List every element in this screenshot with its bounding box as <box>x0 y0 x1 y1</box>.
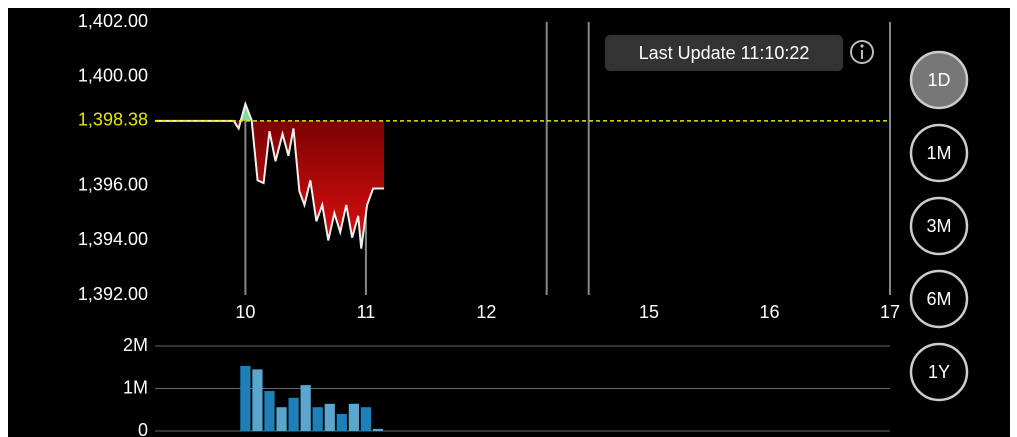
volume-bar <box>372 428 384 431</box>
volume-bar <box>324 403 335 431</box>
x-tick-label: 17 <box>880 302 900 322</box>
y-tick-label: 1,400.00 <box>78 65 148 85</box>
background <box>8 8 1010 437</box>
volume-tick-label: 0 <box>138 420 148 437</box>
volume-tick-label: 1M <box>123 377 148 397</box>
range-button[interactable] <box>909 342 969 402</box>
volume-bar <box>348 403 359 431</box>
x-tick-label: 10 <box>235 302 255 322</box>
y-tick-label: 1,392.00 <box>78 284 148 304</box>
last-update: Last Update 11:10:22 <box>639 43 810 63</box>
info-icon[interactable] <box>850 40 874 64</box>
x-tick-label: 11 <box>357 302 376 322</box>
range-button-label[interactable]: 6M <box>926 289 951 309</box>
volume-bar <box>264 391 275 431</box>
x-tick-label: 16 <box>759 302 779 322</box>
volume-bar <box>252 369 263 431</box>
volume-bar <box>300 385 311 431</box>
volume-bar <box>288 397 299 431</box>
range-button[interactable] <box>909 196 969 256</box>
price-line <box>155 100 385 249</box>
range-button[interactable] <box>909 269 969 329</box>
x-tick-label: 12 <box>476 302 496 322</box>
reference-label: 1,398.38 <box>78 110 148 130</box>
volume-bar <box>312 407 323 431</box>
volume-bar <box>240 365 251 431</box>
range-button-label[interactable]: 1Y <box>928 362 950 382</box>
y-tick-label: 1,396.00 <box>78 175 148 195</box>
range-button-label[interactable]: 1M <box>926 143 951 163</box>
volume-tick-label: 2M <box>123 335 148 355</box>
range-button[interactable] <box>909 50 969 110</box>
down-area <box>155 120 385 249</box>
range-button[interactable] <box>909 123 969 183</box>
update-box <box>605 35 843 71</box>
y-tick-label: 1,394.00 <box>78 229 148 249</box>
range-button-label[interactable]: 3M <box>926 216 951 236</box>
x-tick-label: 15 <box>639 302 659 322</box>
volume-bar <box>360 407 372 431</box>
volume-bar <box>276 407 287 431</box>
volume-bar <box>336 414 347 431</box>
range-button-label[interactable]: 1D <box>927 70 950 90</box>
y-tick-label: 1,402.00 <box>78 11 148 31</box>
